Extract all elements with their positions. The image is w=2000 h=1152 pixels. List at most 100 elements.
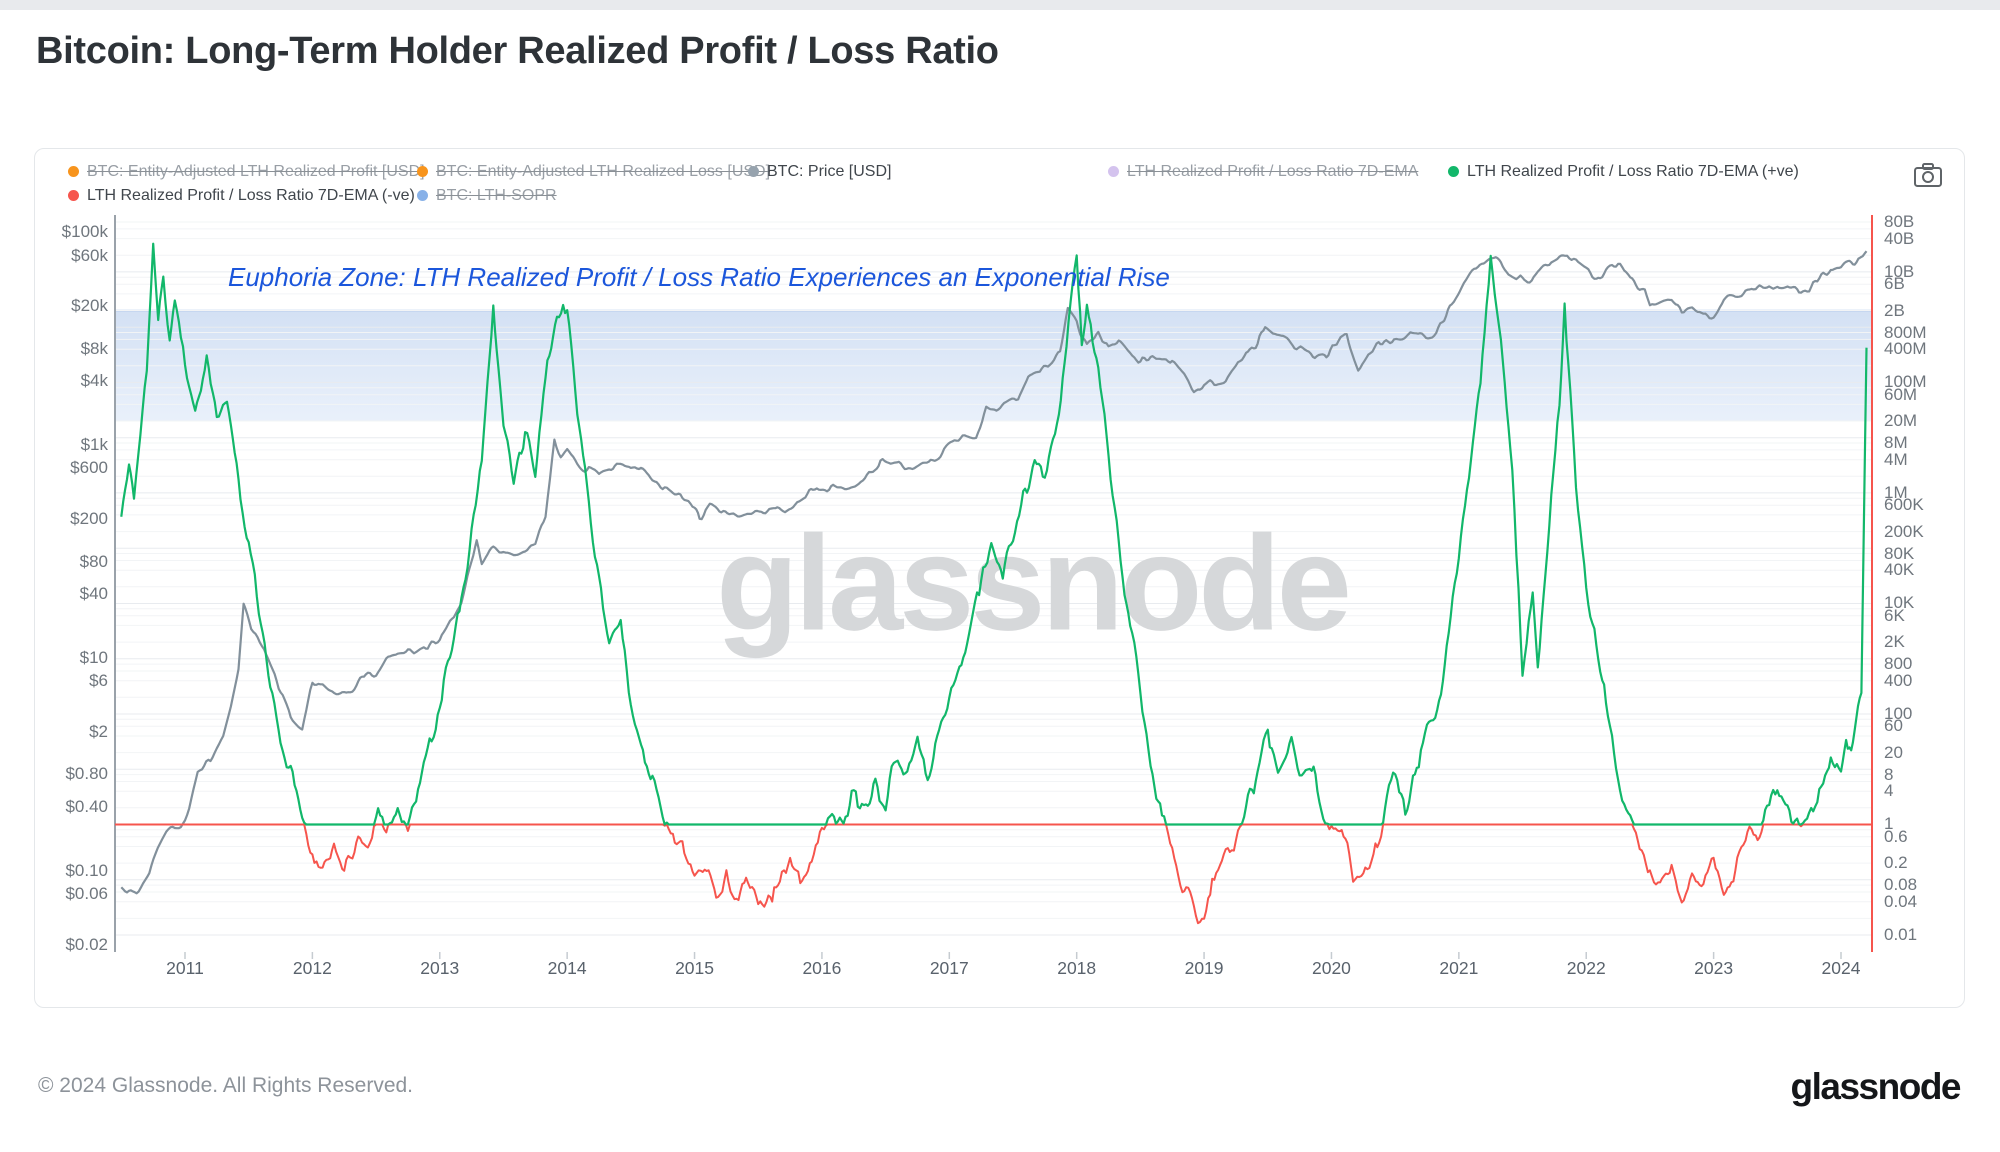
plot-area[interactable]: [115, 215, 1872, 952]
right-axis-tick: 0.04: [1884, 891, 1918, 911]
legend-label: LTH Realized Profit / Loss Ratio 7D-EMA …: [87, 187, 415, 204]
right-axis-tick: 0.08: [1884, 875, 1918, 895]
legend-dot: [417, 190, 428, 201]
x-axis-tick: 2014: [547, 958, 587, 978]
right-axis-tick: 600K: [1884, 495, 1924, 515]
left-axis-tick: $40: [79, 583, 108, 603]
x-axis-tick: 2017: [929, 958, 969, 978]
lth-ratio-negative-line: [121, 823, 1867, 925]
right-axis-tick: 40K: [1884, 560, 1915, 580]
right-axis-tick: 6K: [1884, 605, 1905, 625]
left-axis-tick: $0.02: [65, 935, 108, 954]
right-axis-tick: 80K: [1884, 543, 1915, 563]
left-axis-tick: $6: [89, 671, 108, 691]
left-axis-tick: $80: [79, 551, 108, 571]
right-axis-tick: 80B: [1884, 212, 1915, 231]
left-axis-tick: $10: [79, 647, 108, 667]
right-axis-tick: 8: [1884, 764, 1894, 784]
right-axis-tick: 400: [1884, 670, 1913, 690]
legend-label: BTC: Price [USD]: [767, 163, 892, 180]
x-axis-tick: 2019: [1184, 958, 1224, 978]
right-axis-tick: 60M: [1884, 384, 1918, 404]
right-axis-tick: 2K: [1884, 632, 1905, 652]
right-axis-tick: 10K: [1884, 593, 1915, 613]
left-axis-tick: $0.06: [65, 884, 108, 904]
left-axis-tick: $4k: [80, 370, 108, 390]
right-axis-tick: 0.6: [1884, 826, 1908, 846]
x-axis-tick: 2018: [1057, 958, 1097, 978]
x-axis-tick: 2013: [420, 958, 460, 978]
right-axis-tick: 100M: [1884, 372, 1927, 392]
legend-label: LTH Realized Profit / Loss Ratio 7D-EMA …: [1467, 163, 1799, 180]
right-axis-tick: 800M: [1884, 322, 1927, 342]
legend-item-7[interactable]: BTC: LTH-SOPR: [417, 187, 557, 205]
right-axis-tick: 6B: [1884, 274, 1905, 294]
left-axis-tick: $0.40: [65, 796, 108, 816]
x-axis-tick: 2011: [166, 958, 204, 978]
left-axis-tick: $0.80: [65, 764, 108, 784]
x-axis-tick: 2016: [802, 958, 842, 978]
right-axis-tick: 20M: [1884, 411, 1918, 431]
lth-ratio-positive-line: [120, 242, 1868, 826]
btc-price-line: [120, 250, 1868, 895]
legend-item-5[interactable]: LTH Realized Profit / Loss Ratio 7D-EMA …: [1448, 163, 1799, 181]
left-axis-tick: $8k: [80, 338, 108, 358]
left-axis-tick: $0.10: [65, 860, 108, 880]
right-axis-tick: 0.2: [1884, 853, 1908, 873]
right-axis-tick: 4: [1884, 781, 1894, 801]
legend-dot: [1448, 166, 1459, 177]
x-axis-tick: 2022: [1566, 958, 1606, 978]
right-axis-tick: 40B: [1884, 228, 1915, 248]
camera-icon: [1914, 162, 1942, 187]
left-axis-tick: $2: [89, 722, 108, 742]
legend-item-2[interactable]: BTC: Entity-Adjusted LTH Realized Loss […: [417, 163, 770, 181]
right-axis-tick: 0.01: [1884, 925, 1918, 944]
right-axis-tick: 8M: [1884, 433, 1908, 453]
right-axis-tick: 800: [1884, 654, 1913, 674]
legend-label: LTH Realized Profit / Loss Ratio 7D-EMA: [1127, 163, 1419, 180]
x-axis-tick: 2023: [1694, 958, 1734, 978]
right-axis-tick: 200K: [1884, 521, 1924, 541]
right-axis-tick: 400M: [1884, 339, 1927, 359]
legend-label: BTC: Entity-Adjusted LTH Realized Profit…: [87, 163, 425, 180]
legend-dot: [68, 190, 79, 201]
right-axis-tick: 60: [1884, 716, 1903, 736]
left-axis-tick: $100k: [61, 222, 108, 241]
x-axis-tick: 2020: [1311, 958, 1351, 978]
legend-item-1[interactable]: BTC: Entity-Adjusted LTH Realized Profit…: [68, 163, 425, 181]
legend-dot: [417, 166, 428, 177]
left-axis-tick: $20k: [71, 296, 108, 316]
chart-card: [34, 148, 1965, 1008]
legend-item-3[interactable]: BTC: Price [USD]: [748, 163, 891, 181]
left-axis-tick: $600: [70, 458, 108, 478]
right-axis-tick: 1: [1884, 814, 1894, 834]
x-axis-tick: 2015: [675, 958, 714, 978]
legend-label: BTC: Entity-Adjusted LTH Realized Loss […: [436, 163, 771, 180]
camera-button[interactable]: [1906, 156, 1950, 196]
legend-label: BTC: LTH-SOPR: [436, 187, 557, 204]
legend-item-4[interactable]: LTH Realized Profit / Loss Ratio 7D-EMA: [1108, 163, 1418, 181]
euphoria-annotation: Euphoria Zone: LTH Realized Profit / Los…: [228, 262, 1170, 292]
right-axis-tick: 20: [1884, 742, 1903, 762]
x-axis-tick: 2012: [292, 958, 332, 978]
legend-dot: [68, 166, 79, 177]
right-axis-tick: 2B: [1884, 300, 1905, 320]
left-axis-tick: $200: [70, 509, 108, 529]
x-axis-tick: 2024: [1821, 958, 1861, 978]
right-axis-tick: 100: [1884, 703, 1913, 723]
right-axis-tick: 4M: [1884, 449, 1908, 469]
left-axis-tick: $60k: [71, 245, 108, 265]
legend-dot: [1108, 166, 1119, 177]
top-strip: [0, 0, 2000, 10]
copyright: © 2024 Glassnode. All Rights Reserved.: [38, 1074, 414, 1097]
legend-dot: [748, 166, 759, 177]
legend-item-6[interactable]: LTH Realized Profit / Loss Ratio 7D-EMA …: [68, 187, 415, 205]
right-axis-tick: 10B: [1884, 261, 1915, 281]
right-axis-tick: 1M: [1884, 482, 1908, 502]
page-title: Bitcoin: Long-Term Holder Realized Profi…: [36, 30, 999, 72]
left-axis-tick: $1k: [80, 434, 108, 454]
x-axis-tick: 2021: [1439, 958, 1479, 978]
glassnode-logo: glassnode: [1790, 1066, 1962, 1107]
